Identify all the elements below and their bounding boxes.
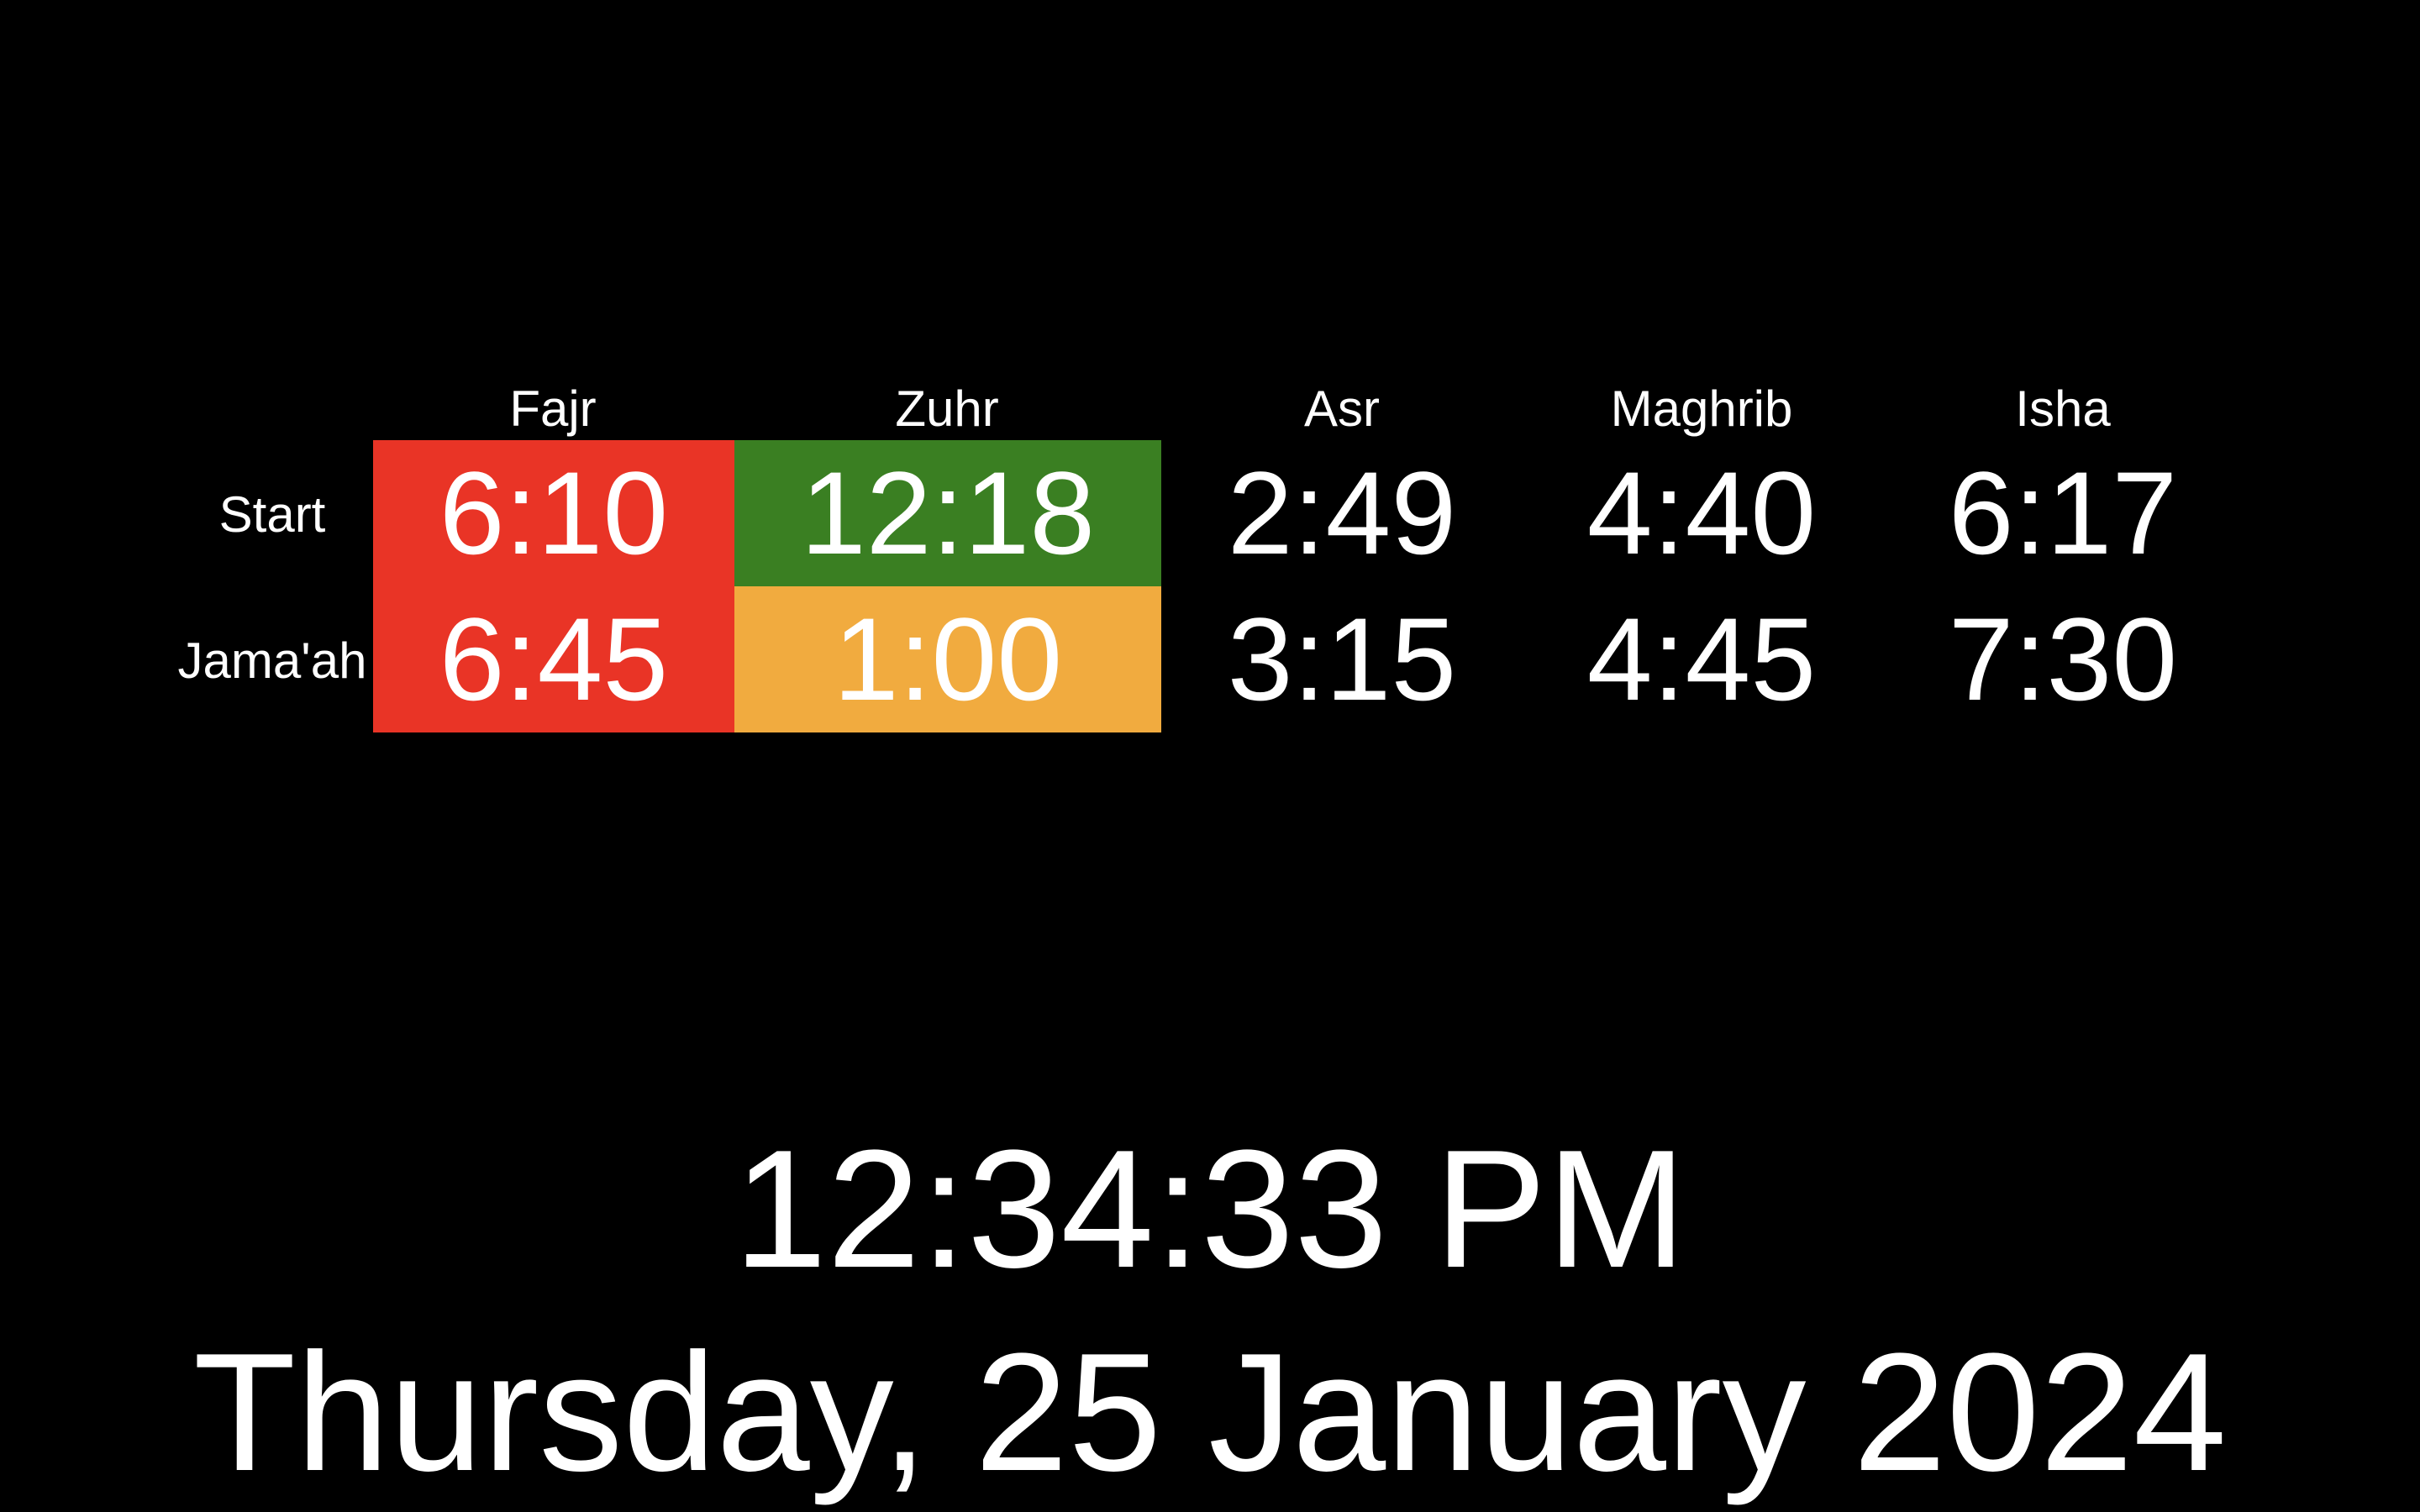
current-date: Thursday, 25 January 2024 xyxy=(192,1319,2228,1506)
jamaah-time-fajr: 6:45 xyxy=(373,586,734,732)
start-time-asr: 2:49 xyxy=(1227,447,1457,579)
prayer-header-maghrib: Maghrib xyxy=(1610,381,1793,437)
row-label-start: Start xyxy=(218,486,326,543)
jamaah-time-isha: 7:30 xyxy=(1948,593,2178,725)
start-time-fajr: 6:10 xyxy=(373,440,734,586)
prayer-header-zuhr: Zuhr xyxy=(895,381,999,437)
start-time-zuhr: 12:18 xyxy=(734,440,1161,586)
start-time-maghrib: 4:40 xyxy=(1586,447,1817,579)
prayer-header-isha: Isha xyxy=(2015,381,2111,437)
current-time: 12:34:33 PM xyxy=(733,1116,1687,1303)
prayer-header-asr: Asr xyxy=(1304,381,1380,437)
jamaah-time-maghrib: 4:45 xyxy=(1586,593,1817,725)
jamaah-time-zuhr: 1:00 xyxy=(734,586,1161,732)
row-label-jamaah: Jama'ah xyxy=(177,633,367,689)
start-time-isha: 6:17 xyxy=(1948,447,2178,579)
jamaah-time-asr: 3:15 xyxy=(1227,593,1457,725)
prayer-header-fajr: Fajr xyxy=(509,381,597,437)
